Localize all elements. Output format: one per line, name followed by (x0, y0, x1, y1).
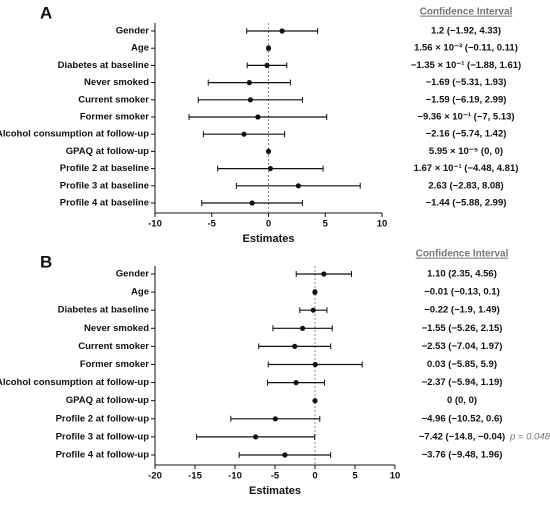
ci-header: Confidence Interval (420, 7, 513, 18)
estimate-point (312, 289, 318, 295)
panel-label: B (40, 252, 52, 271)
x-tick-label: -10 (228, 471, 242, 482)
annotation: p = 0.0487* (509, 431, 550, 442)
ci-label: −9.36 × 10⁻¹ (−7, 5.13) (417, 112, 514, 123)
category-label: Profile 4 at baseline (60, 198, 149, 209)
estimate-point (300, 325, 306, 331)
category-label: Gender (116, 269, 150, 280)
category-label: GPAQ at follow-up (66, 395, 149, 406)
category-label: Current smoker (78, 94, 149, 105)
ci-label: −1.69 (−5.31, 1.93) (426, 77, 507, 88)
x-tick-label: 10 (377, 219, 388, 230)
category-label: Profile 2 at baseline (60, 163, 149, 174)
ci-label: 0.03 (−5.85, 5.9) (427, 359, 497, 370)
x-tick-label: -20 (148, 471, 162, 482)
category-label: Former smoker (80, 112, 149, 123)
ci-label: 1.2 (−1.92, 4.33) (431, 26, 501, 37)
estimate-point (264, 62, 270, 68)
ci-label: −0.22 (−1.9, 1.49) (424, 305, 500, 316)
ci-label: −2.53 (−7.04, 1.97) (422, 341, 503, 352)
x-tick-label: 5 (323, 219, 329, 230)
estimate-point (293, 380, 299, 386)
estimate-point (265, 148, 272, 154)
x-tick-label: 0 (266, 219, 271, 230)
x-tick-label: -15 (188, 471, 202, 482)
ci-label: 1.56 × 10⁻³ (−0.11, 0.11) (414, 43, 518, 54)
estimate-point (279, 28, 285, 34)
category-label: Profile 2 at follow-up (56, 413, 150, 424)
estimate-point (272, 416, 278, 422)
ci-label: −1.59 (−6.19, 2.99) (426, 94, 507, 105)
ci-label: −1.44 (−5.88, 2.99) (426, 198, 507, 209)
ci-label: −2.37 (−5.94, 1.19) (422, 377, 503, 388)
category-label: Current smoker (78, 341, 149, 352)
ci-label: −7.42 (−14.8, −0.04) (419, 431, 505, 442)
x-tick-label: 0 (312, 471, 317, 482)
category-label: GPAQ at follow-up (66, 146, 149, 157)
estimate-point (312, 398, 318, 404)
estimate-point (292, 343, 298, 349)
estimate-point (246, 80, 252, 86)
x-tick-label: 5 (352, 471, 358, 482)
ci-label: −0.01 (−0.13, 0.1) (424, 287, 500, 298)
category-label: Never smoked (84, 323, 149, 334)
category-label: Age (131, 43, 149, 54)
ci-label: −1.55 (−5.26, 2.15) (422, 323, 503, 334)
category-label: Profile 3 at follow-up (56, 431, 150, 442)
category-label: Never smoked (84, 77, 149, 88)
estimate-point (267, 166, 273, 172)
estimate-point (310, 307, 316, 313)
ci-label: 2.63 (−2.83, 8.08) (428, 180, 503, 191)
ci-label: 1.10 (2.35, 4.56) (427, 269, 497, 280)
category-label: Diabetes at baseline (58, 60, 149, 71)
category-label: Profile 3 at baseline (60, 180, 149, 191)
x-tick-label: -10 (148, 219, 162, 230)
x-tick-label: 10 (390, 471, 401, 482)
x-axis-label: Estimates (243, 233, 295, 245)
category-label: Diabetes at baseline (58, 305, 149, 316)
x-tick-label: -5 (208, 219, 217, 230)
ci-label: −3.76 (−9.48, 1.96) (422, 450, 503, 461)
estimate-point (249, 200, 255, 206)
ci-label: 5.95 × 10⁻⁵ (0, 0) (429, 146, 503, 157)
ci-header: Confidence Interval (416, 249, 509, 260)
ci-label: 1.67 × 10⁻¹ (−4.48, 4.81) (414, 163, 519, 174)
estimate-point (321, 271, 327, 277)
category-label: Age (131, 287, 149, 298)
panel-label: A (40, 3, 52, 22)
category-label: Alcohol consumption at follow-up (0, 129, 149, 140)
ci-label: −2.16 (−5.74, 1.42) (426, 129, 507, 140)
x-axis-label: Estimates (249, 485, 301, 497)
ci-label: 0 (0, 0) (447, 395, 477, 406)
estimate-point (295, 183, 301, 189)
estimate-point (265, 45, 272, 51)
category-label: Former smoker (80, 359, 149, 370)
category-label: Gender (116, 26, 150, 37)
estimate-point (253, 434, 259, 440)
estimate-point (312, 361, 318, 368)
estimate-point (247, 97, 254, 103)
estimate-point (241, 131, 247, 137)
category-label: Alcohol consumption at follow-up (0, 377, 149, 388)
ci-label: −1.35 × 10⁻¹ (−1.88, 1.61) (411, 60, 521, 71)
ci-label: −4.96 (−10.52, 0.6) (422, 413, 503, 424)
estimate-point (282, 452, 288, 458)
estimate-point (255, 114, 261, 120)
x-tick-label: -5 (271, 471, 280, 482)
category-label: Profile 4 at follow-up (56, 450, 150, 461)
